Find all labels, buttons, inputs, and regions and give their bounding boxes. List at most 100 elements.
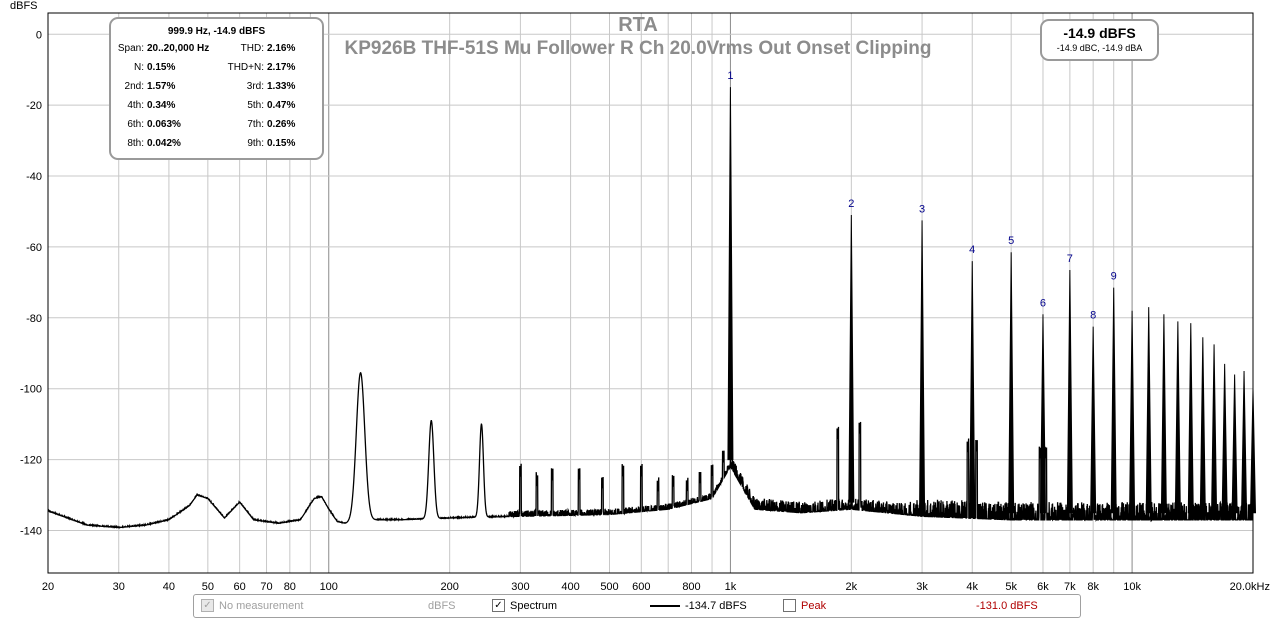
harmonic-peak-h9 [1110, 287, 1117, 514]
x-tick-label: 5k [1005, 581, 1017, 590]
peak-checkbox[interactable] [783, 599, 796, 612]
distortion-label: THD+N: [227, 62, 264, 73]
harmonic-peak-h5 [1008, 252, 1015, 514]
distortion-value: 0.34% [147, 100, 176, 111]
legend-bar: ✓ No measurement dBFS ✓ Spectrum -134.7 … [193, 594, 1081, 618]
y-tick-label: -20 [26, 100, 42, 112]
peak-value: -131.0 dBFS [976, 600, 1038, 612]
distortion-label: Span: [117, 43, 144, 54]
distortion-label: 3rd: [246, 81, 264, 92]
distortion-label: THD: [240, 43, 264, 54]
distortion-label: N: [134, 62, 144, 73]
harmonic-peak-h13 [1174, 321, 1181, 514]
spectrum-checkbox[interactable]: ✓ [492, 599, 505, 612]
x-tick-label: 100 [320, 581, 338, 590]
spectrum-line [47, 371, 1254, 530]
x-tick-label: 40 [163, 581, 175, 590]
harmonic-peak-h3 [919, 220, 926, 510]
harmonic-label-3: 3 [919, 203, 925, 215]
harmonic-peak-h10 [1129, 310, 1136, 514]
distortion-value: 0.042% [147, 138, 181, 149]
chart-title: RTA [618, 14, 658, 36]
harmonic-peak-h16 [1211, 344, 1218, 514]
x-tick-label: 6k [1037, 581, 1049, 590]
y-tick-labels: 0 -20 -40 -60 -80 -100 -120 -140 [20, 29, 42, 537]
distortion-row: 8th: 0.042% 9th: 0.15% [111, 138, 322, 152]
x-tick-label: 3k [916, 581, 928, 590]
x-tick-label: 60 [234, 581, 246, 590]
distortion-value: 0.47% [267, 100, 296, 111]
distortion-value: 1.33% [267, 81, 296, 92]
harmonic-peak-h19 [1241, 370, 1248, 514]
x-tick-label: 7k [1064, 581, 1076, 590]
harmonic-peak-h4 [969, 261, 976, 512]
y-axis-label: dBFS [10, 0, 38, 12]
peak-label: Peak [801, 600, 827, 612]
harmonic-peak-h1 [727, 87, 734, 461]
distortion-row: N: 0.15% THD+N: 2.17% [111, 62, 322, 76]
x-tick-label: 4k [966, 581, 978, 590]
distortion-row: 2nd: 1.57% 3rd: 1.33% [111, 81, 322, 95]
distortion-label: 9th: [247, 138, 264, 149]
spectrum-trace [47, 87, 1257, 530]
level-main: -14.9 dBFS [1063, 25, 1136, 41]
distortion-value: 0.063% [147, 119, 181, 130]
distortion-value: 2.17% [267, 62, 296, 73]
harmonic-label-9: 9 [1111, 271, 1117, 283]
harmonic-peak-h18 [1231, 374, 1238, 514]
x-tick-label: 20.0kHz [1230, 581, 1270, 590]
distortion-label: 6th: [127, 119, 144, 130]
x-tick-labels: 20 30 40 50 60 70 80 100 200 300 400 500 600 800 1k 2k 3… [42, 581, 1270, 590]
harmonic-label-5: 5 [1008, 235, 1014, 247]
y-tick-label: -80 [26, 313, 42, 325]
y-tick-label: -140 [20, 525, 42, 537]
distortion-value: 20..20,000 Hz [147, 43, 210, 54]
x-tick-label: 80 [284, 581, 296, 590]
distortion-row: Span: 20..20,000 Hz THD: 2.16% [111, 43, 322, 57]
y-tick-label: -100 [20, 384, 42, 396]
harmonic-label-6: 6 [1040, 297, 1046, 309]
x-tick-label: 500 [600, 581, 618, 590]
harmonic-labels: 1 2 3 4 5 6 7 8 9 [727, 70, 1116, 322]
x-tick-label: 200 [440, 581, 458, 590]
x-tick-label: 8k [1087, 581, 1099, 590]
harmonic-peak-h12 [1160, 314, 1167, 514]
distortion-label: 4th: [127, 100, 144, 111]
level-readout-box: -14.9 dBFS -14.9 dBC, -14.9 dBA [1040, 19, 1159, 61]
x-tick-label: 1k [725, 581, 737, 590]
distortion-row: 6th: 0.063% 7th: 0.26% [111, 119, 322, 133]
y-tick-label: -120 [20, 455, 42, 467]
chart-subtitle: KP926B THF-51S Mu Follower R Ch 20.0Vrms… [344, 38, 932, 59]
x-tick-label: 70 [260, 581, 272, 590]
x-tick-label: 2k [846, 581, 858, 590]
harmonic-label-2: 2 [848, 198, 854, 210]
no-measurement-checkbox[interactable]: ✓ [201, 599, 214, 612]
harmonic-label-4: 4 [969, 244, 975, 256]
harmonic-peak-h15 [1199, 337, 1206, 514]
harmonic-peak-h6 [1039, 314, 1046, 514]
y-tick-label: 0 [36, 29, 42, 41]
spectrum-value: -134.7 dBFS [685, 600, 747, 612]
level-weighted: -14.9 dBC, -14.9 dBA [1056, 43, 1143, 53]
distortion-value: 0.15% [147, 62, 176, 73]
y-tick-label: -40 [26, 171, 42, 183]
x-tick-label: 30 [113, 581, 125, 590]
distortion-label: 2nd: [124, 81, 144, 92]
x-tick-label: 20 [42, 581, 54, 590]
x-tick-label: 10k [1123, 581, 1141, 590]
distortion-label: 8th: [127, 138, 144, 149]
no-measurement-label: No measurement [219, 600, 304, 612]
distortion-label: 7th: [247, 119, 264, 130]
distortion-row: 4th: 0.34% 5th: 0.47% [111, 100, 322, 114]
x-tick-label: 600 [632, 581, 650, 590]
plot-frame [47, 12, 1254, 574]
distortion-value: 1.57% [147, 81, 176, 92]
harmonic-label-8: 8 [1090, 310, 1096, 322]
no-measurement-unit: dBFS [428, 600, 456, 612]
distortion-value: 2.16% [267, 43, 296, 54]
harmonic-peak-h14 [1187, 323, 1194, 514]
x-tick-label: 50 [202, 581, 214, 590]
spectrum-line-swatch [650, 605, 680, 607]
distortion-label: 5th: [247, 100, 264, 111]
harmonic-label-1: 1 [727, 70, 733, 82]
